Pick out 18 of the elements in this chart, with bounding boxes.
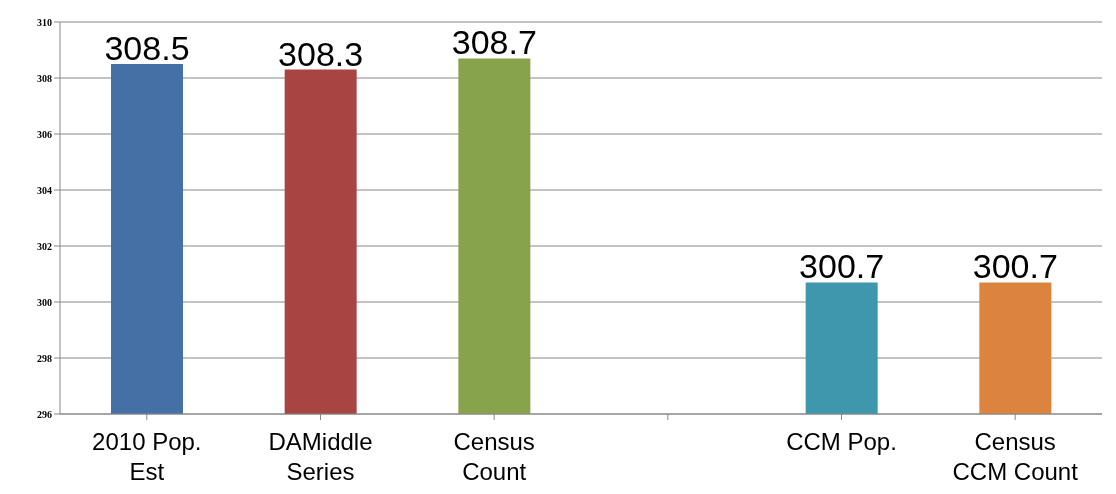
data-label: 300.7 [799,247,885,286]
y-tick-label: 304 [37,184,52,196]
y-tick-label: 306 [37,128,52,140]
y-tick-label: 308 [37,72,52,84]
y-tick-label: 298 [37,352,52,364]
y-tick-label: 310 [37,16,52,28]
data-label: 300.7 [972,247,1058,286]
y-tick-label: 302 [37,240,52,252]
x-tick-label: DAMiddle Series [268,428,373,485]
data-label: 308.7 [451,23,537,62]
x-tick-label: CCM Pop. [786,428,897,455]
y-tick-label: 300 [37,296,52,308]
y-tick-label: 296 [37,408,52,420]
data-label: 308.3 [278,34,364,73]
x-tick-label: Census Count [453,428,535,485]
data-label: 308.5 [104,29,190,67]
x-tick-label: 2010 Pop. Est [92,428,202,485]
x-tick-label: Census CCM Count [952,428,1079,485]
